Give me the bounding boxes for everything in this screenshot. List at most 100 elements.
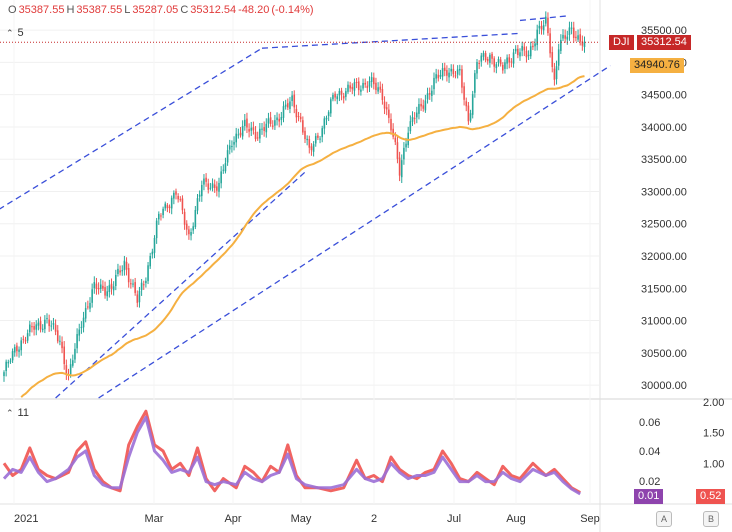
candle-body <box>192 226 194 231</box>
candle-body <box>424 100 427 111</box>
candle-body <box>106 291 108 297</box>
candle-body <box>527 54 530 56</box>
candle-body <box>482 53 485 57</box>
time-axis[interactable]: 2021 Mar Apr May 2 Jul Aug Sep <box>14 513 600 525</box>
x-tick-label: Mar <box>145 513 164 525</box>
candle-body <box>529 46 532 57</box>
candle-body <box>547 17 549 34</box>
candle-body <box>95 283 98 289</box>
y-tick-label: 34000.00 <box>641 122 687 134</box>
candle-body <box>173 192 175 199</box>
candle-body <box>304 130 306 140</box>
x-tick-label: 2 <box>371 513 377 525</box>
x-tick-label: Apr <box>224 513 241 525</box>
candle-body <box>142 284 145 286</box>
candle-body <box>11 351 14 361</box>
close-label: C <box>180 4 189 16</box>
osc-inner-tick: 0.02 <box>639 476 660 488</box>
candle-body <box>370 77 373 82</box>
last-price-tag: 35312.54 <box>637 35 691 50</box>
candle-body <box>560 39 562 51</box>
chevron-up-icon[interactable]: ⌃ <box>6 407 14 418</box>
candle-body <box>542 25 545 31</box>
candle-body <box>274 120 276 126</box>
candle-body <box>52 323 55 325</box>
candle-body <box>373 77 375 85</box>
candle-body <box>244 119 246 127</box>
candle-body <box>7 361 10 364</box>
candle-body <box>170 197 173 209</box>
candle-body <box>35 324 38 330</box>
candle-body <box>321 128 323 138</box>
candle-body <box>340 90 343 95</box>
candle-body <box>5 361 7 371</box>
candle-body <box>396 142 399 159</box>
candle-body <box>439 75 442 77</box>
candle-body <box>183 211 186 225</box>
candle-body <box>428 93 431 95</box>
candle-body <box>392 128 394 137</box>
candle-body <box>385 107 388 110</box>
candle-body <box>332 94 334 100</box>
candle-body <box>267 118 270 124</box>
trend-line <box>0 47 263 210</box>
candle-body <box>250 127 253 131</box>
trend-line <box>98 65 611 399</box>
candle-body <box>489 54 491 63</box>
candle-body <box>357 81 360 91</box>
candle-body <box>188 229 190 235</box>
candle-body <box>254 131 257 139</box>
candle-body <box>63 346 65 365</box>
candle-body <box>517 48 519 56</box>
candle-body <box>409 121 412 132</box>
candle-body <box>177 195 179 200</box>
candle-body <box>140 282 143 291</box>
chevron-up-icon[interactable]: ⌃ <box>6 27 14 38</box>
candle-body <box>525 50 528 58</box>
oscillator-indicator-label[interactable]: ⌃ 11 <box>6 407 29 419</box>
log-scale-button[interactable]: B <box>703 511 719 527</box>
oscillator-purple-tag: 0.01 <box>634 489 664 504</box>
candle-body <box>9 360 12 362</box>
candle-body <box>452 68 455 75</box>
candle-body <box>497 58 500 63</box>
candle-body <box>448 72 450 78</box>
candle-body <box>553 68 556 80</box>
price-axis[interactable]: 30000.00 30500.00 31000.00 31500.00 32000.00… <box>641 25 687 392</box>
candle-body <box>461 69 463 88</box>
candle-body <box>433 77 435 90</box>
candle-body <box>299 116 302 120</box>
candle-body <box>252 127 255 131</box>
candle-body <box>506 57 508 64</box>
candle-body <box>205 177 207 182</box>
candle-body <box>366 85 369 89</box>
candle-body <box>431 90 433 96</box>
candle-body <box>41 328 44 331</box>
candle-body <box>99 284 102 290</box>
osc-right-tick: 1.00 <box>703 458 724 470</box>
candle-body <box>201 184 203 197</box>
candle-body <box>491 53 493 59</box>
candle-body <box>235 133 237 143</box>
osc-right-tick: 1.50 <box>703 428 724 440</box>
candle-body <box>467 105 470 122</box>
candle-body <box>22 338 25 340</box>
candle-body <box>233 141 235 145</box>
candle-body <box>87 306 89 308</box>
x-tick-label: May <box>291 513 312 525</box>
candle-body <box>276 117 278 121</box>
candle-body <box>504 62 506 69</box>
candle-body <box>330 99 332 114</box>
ma-indicator-label[interactable]: ⌃ 5 <box>6 27 24 39</box>
candle-body <box>536 29 538 46</box>
candle-body <box>463 86 465 100</box>
candle-body <box>179 199 182 201</box>
candle-body <box>581 41 584 46</box>
candle-body <box>127 268 130 283</box>
candle-body <box>160 215 162 217</box>
candle-body <box>248 129 250 132</box>
auto-scale-button[interactable]: A <box>656 511 672 527</box>
candle-body <box>125 261 128 270</box>
candle-body <box>413 117 416 119</box>
